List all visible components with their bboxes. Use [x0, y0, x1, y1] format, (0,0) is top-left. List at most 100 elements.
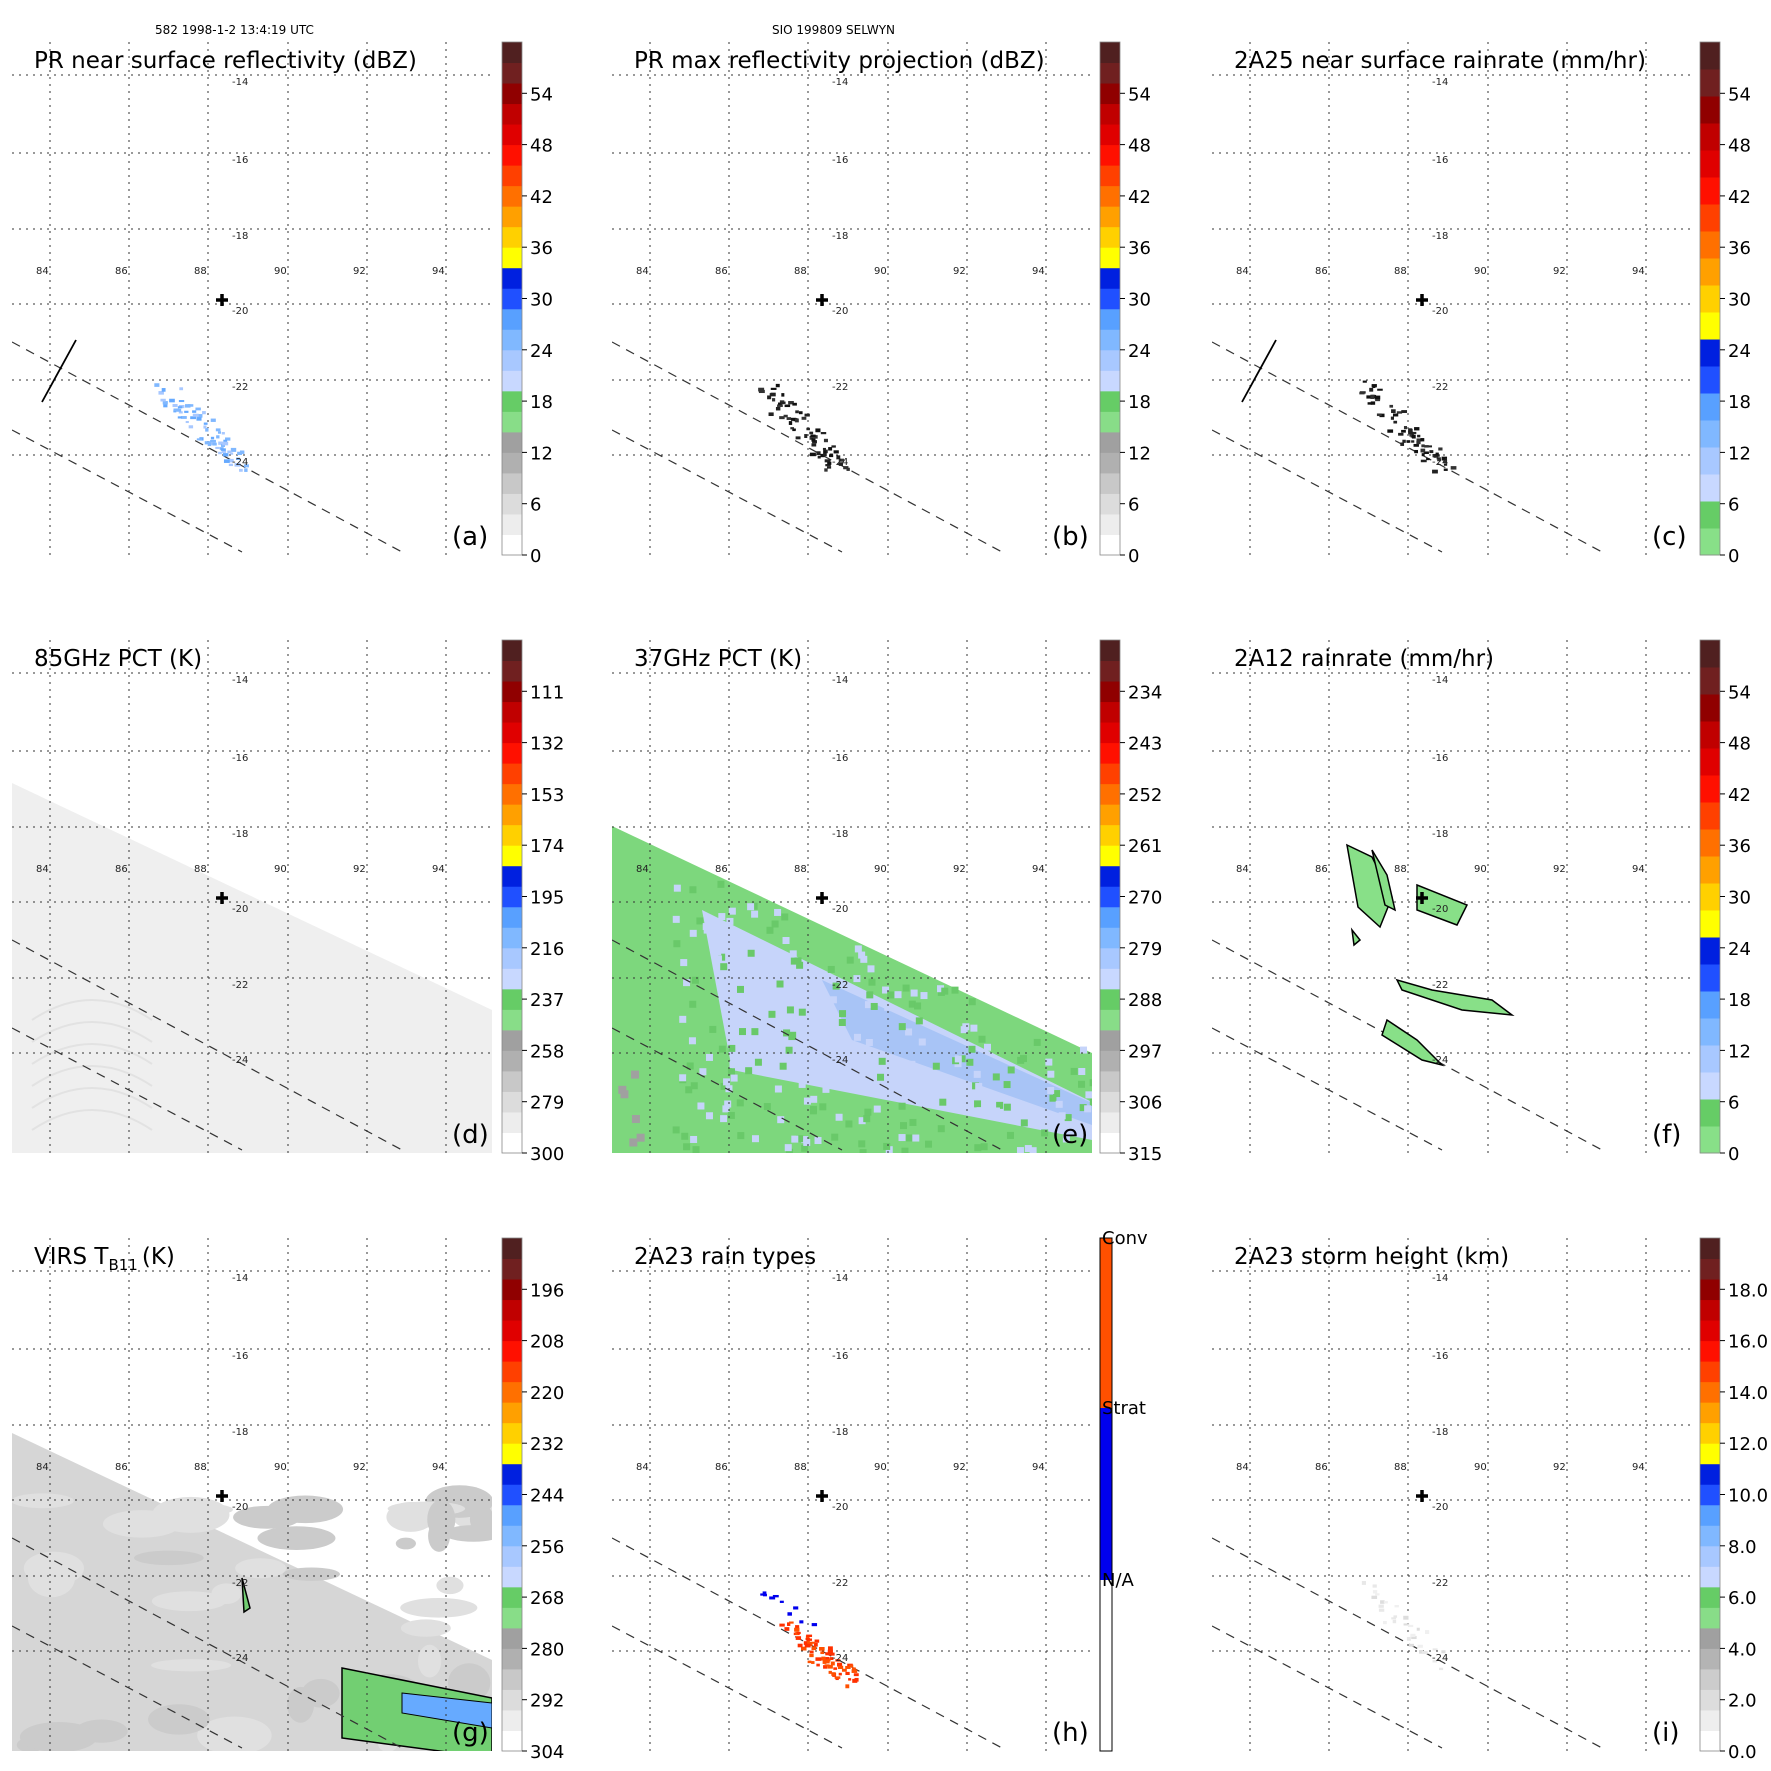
pixel-37ghz	[720, 963, 728, 971]
pixel-37ghz	[900, 1122, 908, 1130]
rain-pixel	[823, 438, 828, 443]
lat-tick-label: -16	[1432, 155, 1448, 166]
colorbar-segment	[502, 144, 522, 166]
colorbar-segment	[502, 349, 522, 371]
pixel-37ghz	[689, 886, 697, 894]
lat-tick-label: -20	[1432, 306, 1448, 317]
colorbar-i: 18.0 16.0 14.0 12.0 10.0 8.0 6.0 4.0 2.0 0.0	[1699, 1237, 1768, 1763]
pixel-37ghz	[691, 976, 699, 984]
colorbar-label: 196	[530, 1280, 564, 1301]
height-pixel	[1371, 1595, 1378, 1599]
colorbar-label: 24	[1728, 939, 1751, 960]
lat-tick-label: -20	[232, 306, 248, 317]
colorbar-segment	[1700, 1443, 1720, 1465]
colorbar-segment	[502, 390, 522, 412]
colorbar-label: 6	[1128, 495, 1139, 516]
rain-pixel	[1401, 429, 1406, 433]
convective-pixel	[853, 1673, 859, 1677]
pixel-37ghz	[973, 1070, 981, 1078]
colorbar-a: 54 48 42 36 30 24 18 12 6 0	[501, 41, 553, 567]
pixel-37ghz	[825, 1011, 833, 1019]
height-pixel	[1417, 1644, 1423, 1648]
pixel-37ghz	[838, 1018, 846, 1026]
colorbar-segment	[1700, 640, 1720, 668]
panel-letter: (g)	[452, 1718, 489, 1748]
colorbar-segment	[502, 1361, 522, 1383]
pixel-37ghz	[814, 1137, 822, 1145]
rain-pixel	[781, 393, 785, 397]
rain-pixel	[1420, 459, 1427, 463]
storm-center-cross	[1416, 1490, 1428, 1502]
convective-pixel	[805, 1637, 810, 1641]
rain-pixel	[1408, 430, 1413, 435]
rain-pixel	[1413, 443, 1419, 447]
colorbar-segment	[1700, 231, 1720, 259]
pixel-37ghz	[788, 1033, 796, 1041]
rain-pixel	[218, 451, 222, 455]
rain-pixel	[210, 418, 216, 422]
colorbar-label: 244	[530, 1486, 564, 1507]
pixel-37ghz	[1006, 1131, 1014, 1139]
lat-tick-label: -22	[232, 980, 248, 991]
colorbar-segment	[1700, 694, 1720, 722]
rain-pixel	[228, 458, 234, 463]
colorbar-segment	[1700, 748, 1720, 776]
colorbar-segment	[1100, 431, 1120, 453]
lon-tick-label: 86	[115, 1462, 128, 1473]
rain-pixel	[1435, 452, 1439, 456]
pixel-37ghz	[882, 986, 890, 994]
rain-pixel	[222, 453, 229, 457]
rain-pixel	[829, 453, 833, 456]
convective-pixel	[851, 1667, 856, 1671]
colorbar-label: 18	[1128, 392, 1151, 413]
lon-tick-label: 88	[194, 864, 207, 875]
colorbar-segment	[1700, 667, 1720, 695]
rain-pixel	[192, 410, 197, 413]
coldest-cloud	[401, 1692, 492, 1729]
scan-ring	[31, 1043, 153, 1065]
lon-tick-label: 94	[1632, 864, 1645, 875]
colorbar-segment	[1700, 123, 1720, 151]
rain-pixel	[239, 468, 243, 472]
rain-pixel	[196, 438, 203, 441]
stratiform-pixel	[811, 1623, 818, 1627]
rain-pixel	[790, 427, 795, 430]
rain-pixel	[177, 406, 183, 409]
pixel-37ghz	[718, 923, 726, 931]
lon-tick-label: 86	[1315, 266, 1328, 277]
rain-pixel	[1423, 451, 1429, 454]
lon-tick-label: 94	[1032, 864, 1045, 875]
pixel-37ghz	[1080, 1046, 1088, 1054]
colorbar-segment	[502, 1586, 522, 1608]
lon-tick-label: 88	[194, 1462, 207, 1473]
colorbar-label: 132	[530, 734, 564, 755]
pixel-37ghz	[908, 1060, 916, 1068]
rain-pixel	[829, 454, 834, 458]
rain-pixel	[234, 463, 241, 467]
colorbar-segment	[1700, 69, 1720, 97]
convective-pixel	[779, 1623, 785, 1627]
convective-pixel	[823, 1665, 828, 1669]
pixel-37ghz	[1078, 1080, 1086, 1088]
lon-tick-label: 84	[36, 1462, 49, 1473]
scan-ring	[31, 999, 153, 1021]
rain-pixel	[190, 416, 197, 420]
pixel-37ghz	[870, 1002, 878, 1010]
cloud-texture	[134, 1550, 204, 1566]
rain-pixel	[1417, 434, 1421, 438]
colorbar-segment	[502, 1050, 522, 1072]
panel-letter: (a)	[452, 522, 488, 552]
pixel-37ghz	[774, 1085, 782, 1093]
cloud-texture	[235, 1558, 287, 1579]
convective-pixel	[825, 1657, 830, 1660]
lon-tick-label: 90	[874, 1462, 887, 1473]
pixel-37ghz	[867, 965, 875, 973]
colorbar-segment	[502, 1648, 522, 1670]
convective-pixel	[816, 1663, 820, 1667]
colorbar-segment	[502, 865, 522, 887]
pixel-37ghz	[718, 1045, 726, 1053]
height-pixel	[1375, 1593, 1380, 1596]
rain-contour	[1371, 849, 1397, 912]
colorbar-segment	[1700, 528, 1720, 556]
pixel-37ghz	[736, 985, 744, 993]
